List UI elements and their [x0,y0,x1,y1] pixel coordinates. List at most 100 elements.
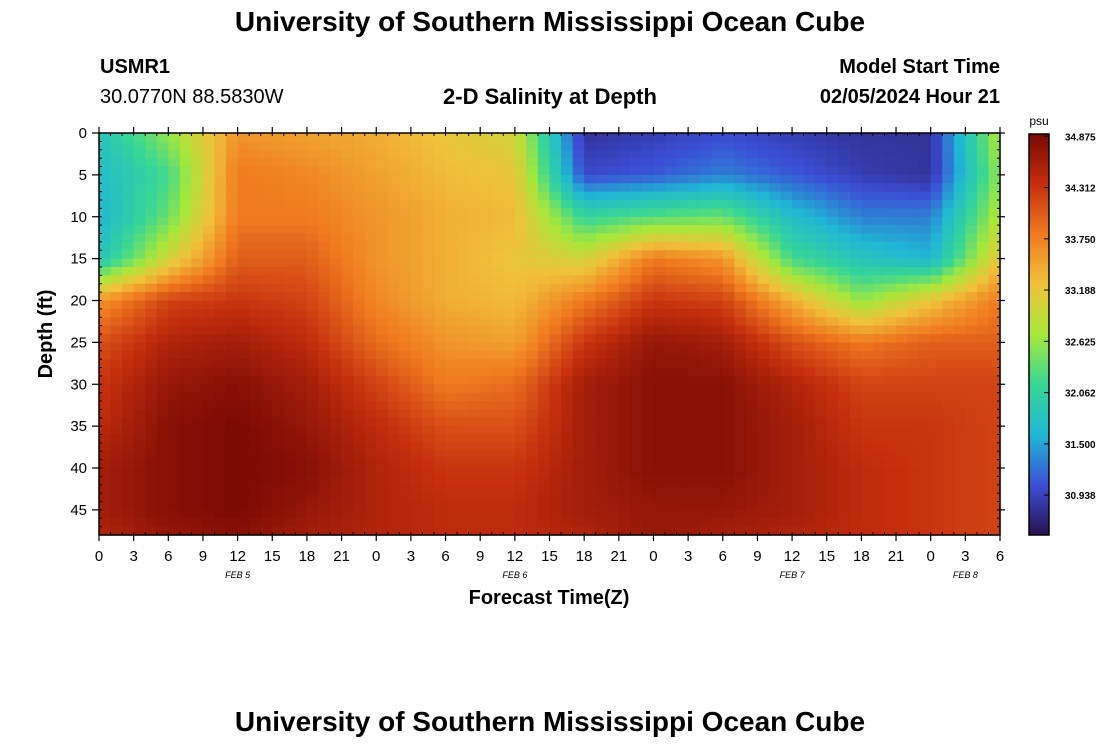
heatmap-cell [988,518,1001,528]
heatmap-cell [168,359,181,369]
heatmap-cell [283,367,296,377]
heatmap-cell [549,233,562,243]
heatmap-cell [353,401,366,410]
heatmap-cell [514,133,527,142]
heatmap-cell [734,158,747,168]
heatmap-cell [884,133,897,142]
heatmap-cell [953,200,966,209]
heatmap-cell [422,292,435,302]
heatmap-cell [364,208,377,218]
heatmap-cell [584,468,597,477]
heatmap-cell [133,241,146,251]
heatmap-cell [353,442,366,452]
heatmap-cell [965,459,978,469]
heatmap-cell [768,191,782,201]
heatmap-cell [768,350,782,360]
heatmap-cell [237,468,250,477]
heatmap-cell [179,149,193,159]
heatmap-cell [942,200,955,209]
heatmap-cell [630,133,643,142]
heatmap-cell [526,216,539,226]
heatmap-cell [722,401,735,410]
heatmap-cell [768,258,782,268]
heatmap-cell [537,149,551,159]
heatmap-cell [792,283,805,293]
heatmap-cell [133,350,146,360]
heatmap-cell [699,501,712,511]
x-tick-label: 18 [853,548,870,565]
heatmap-cell [988,225,1001,235]
heatmap-cell [780,409,793,419]
heatmap-cell [549,426,562,436]
heatmap-cell [503,350,516,360]
heatmap-cell [757,267,770,276]
heatmap-cell [734,342,747,352]
heatmap-cell [433,275,447,285]
x-tick-label: 15 [541,548,558,565]
heatmap-cell [919,208,932,218]
heatmap-cell [549,241,562,251]
heatmap-cell [202,141,216,151]
heatmap-cell [722,174,735,184]
heatmap-cell [503,141,516,151]
heatmap-cell [260,359,273,369]
heatmap-cell [872,300,886,310]
heatmap-cell [353,501,366,511]
heatmap-cell [803,509,816,519]
heatmap-cell [595,208,608,218]
heatmap-cell [433,384,447,394]
heatmap-cell [99,484,112,494]
x-tick-label: 12 [784,548,801,565]
heatmap-cell [872,417,886,427]
heatmap-cell [433,166,447,176]
heatmap-cell [306,208,320,218]
heatmap-cell [480,275,493,285]
heatmap-cell [433,149,447,159]
heatmap-cell [561,426,574,436]
heatmap-cell [757,258,770,268]
heatmap-cell [318,484,331,494]
heatmap-cell [595,200,608,209]
heatmap-cell [457,434,470,444]
heatmap-cell [133,174,146,184]
heatmap-cell [133,442,146,452]
heatmap-cell [445,501,458,511]
colorbar-tick-label: 34.875 [1065,132,1096,143]
heatmap-cell [641,225,655,235]
heatmap-cell [919,359,932,369]
heatmap-cell [919,216,932,226]
heatmap-cell [514,149,527,159]
heatmap-cell [826,509,839,519]
heatmap-cell [457,208,470,218]
heatmap-cell [179,317,193,327]
heatmap-cell [884,208,897,218]
heatmap-cell [156,267,169,276]
heatmap-cell [618,325,631,335]
heatmap-cell [341,300,354,310]
heatmap-cell [514,484,527,494]
heatmap-cell [272,283,285,293]
heatmap-cell [306,149,320,159]
heatmap-cell [653,375,666,385]
heatmap-cell [168,149,181,159]
heatmap-cell [364,300,377,310]
heatmap-cell [445,275,458,285]
heatmap-cell [295,409,308,419]
heatmap-cell [387,350,400,360]
heatmap-cell [387,283,400,293]
heatmap-cell [688,241,701,251]
heatmap-cell [688,518,701,528]
heatmap-cell [942,216,955,226]
heatmap-cell [665,174,678,184]
heatmap-cell [191,149,204,159]
heatmap-cell [399,484,412,494]
heatmap-cell [734,350,747,360]
heatmap-cell [953,317,966,327]
heatmap-cell [815,191,828,201]
heatmap-cell [410,342,424,352]
heatmap-cell [838,342,851,352]
heatmap-cell [445,476,458,486]
heatmap-cell [676,183,689,193]
heatmap-cell [699,426,712,436]
heatmap-cell [191,493,204,503]
